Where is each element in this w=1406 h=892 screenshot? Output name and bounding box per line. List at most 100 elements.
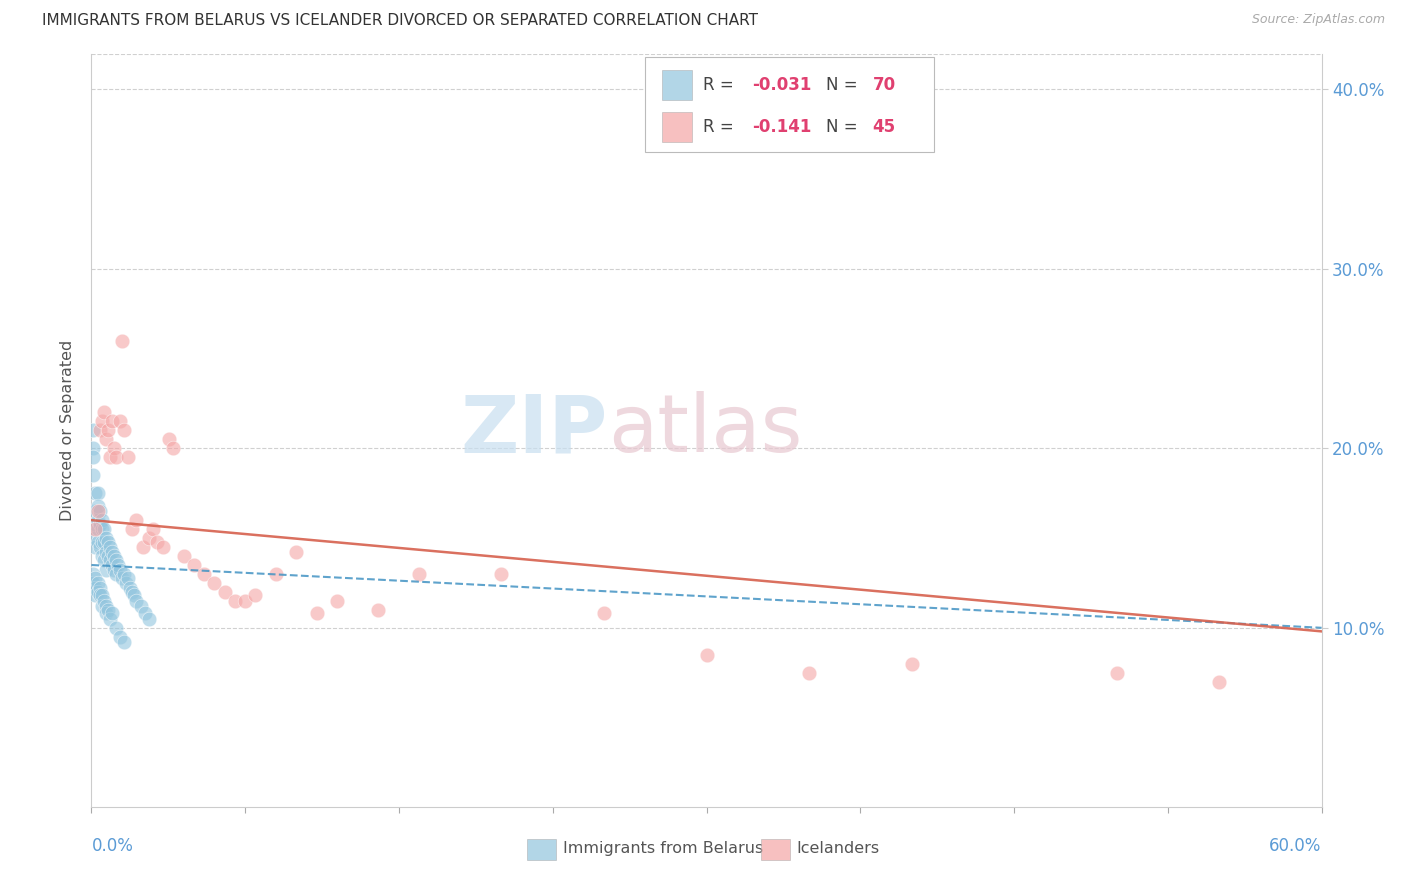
Point [89, 504, 111, 518]
Point [121, 585, 143, 599]
Point [93, 534, 115, 549]
Point [89, 589, 111, 603]
Point [157, 433, 180, 447]
Text: 70: 70 [873, 76, 896, 95]
Point [89, 424, 111, 438]
Point [142, 522, 165, 536]
Point [285, 545, 308, 559]
Point [103, 442, 125, 456]
Point [245, 589, 267, 603]
Point [367, 603, 389, 617]
Point [108, 630, 131, 644]
Point [105, 566, 127, 581]
Point [86, 486, 108, 500]
Point [101, 607, 124, 621]
Point [103, 549, 125, 563]
Point [82, 576, 104, 591]
Text: R =: R = [703, 76, 738, 95]
Point [120, 582, 142, 596]
Point [90, 589, 112, 603]
Point [84, 516, 107, 531]
Point [108, 414, 131, 428]
Point [125, 594, 148, 608]
Point [86, 576, 108, 591]
Point [491, 566, 513, 581]
Point [82, 566, 104, 581]
Point [131, 540, 153, 554]
Point [97, 424, 120, 438]
Point [101, 545, 124, 559]
Point [90, 534, 112, 549]
Point [82, 450, 104, 465]
Point [233, 594, 256, 608]
Point [97, 534, 120, 549]
Point [84, 540, 107, 554]
Point [107, 558, 129, 572]
Point [101, 558, 124, 572]
Point [98, 540, 121, 554]
Point [105, 621, 127, 635]
Point [90, 513, 112, 527]
Point [82, 424, 104, 438]
Point [326, 594, 349, 608]
Point [94, 545, 117, 559]
Point [94, 433, 117, 447]
Point [108, 563, 131, 577]
Point [115, 576, 138, 591]
Point [86, 499, 108, 513]
Text: N =: N = [825, 76, 863, 95]
Point [105, 552, 127, 566]
Point [97, 603, 120, 617]
FancyBboxPatch shape [662, 70, 692, 100]
Point [94, 563, 117, 577]
Point [84, 570, 107, 584]
Point [90, 414, 112, 428]
Point [224, 594, 246, 608]
Point [138, 531, 160, 545]
Point [98, 450, 121, 465]
Point [84, 504, 107, 518]
FancyBboxPatch shape [527, 838, 557, 860]
Point [93, 522, 115, 536]
Point [86, 513, 108, 527]
Point [86, 534, 108, 549]
Text: Icelanders: Icelanders [796, 841, 879, 856]
Point [94, 607, 117, 621]
Point [264, 566, 287, 581]
Point [125, 513, 148, 527]
Point [89, 540, 111, 554]
Point [111, 334, 134, 348]
Point [695, 648, 717, 662]
Text: Immigrants from Belarus: Immigrants from Belarus [562, 841, 763, 856]
Text: R =: R = [703, 118, 738, 136]
Point [797, 665, 820, 680]
Point [105, 450, 127, 465]
Point [82, 442, 104, 456]
Text: ZIP: ZIP [461, 392, 607, 469]
Point [202, 576, 225, 591]
Text: 45: 45 [873, 118, 896, 136]
FancyBboxPatch shape [662, 112, 692, 142]
Point [101, 414, 124, 428]
Point [93, 405, 115, 419]
Point [112, 424, 135, 438]
Point [103, 563, 125, 577]
Point [121, 522, 143, 536]
Point [89, 516, 111, 531]
Point [86, 504, 108, 518]
Point [593, 607, 616, 621]
Point [162, 442, 184, 456]
Point [1105, 665, 1128, 680]
Point [408, 566, 430, 581]
Point [129, 599, 152, 614]
Point [93, 552, 115, 566]
Text: atlas: atlas [607, 392, 803, 469]
Point [84, 589, 107, 603]
Point [86, 522, 108, 536]
Text: N =: N = [825, 118, 863, 136]
Point [138, 612, 160, 626]
Point [98, 612, 121, 626]
Point [90, 599, 112, 614]
FancyBboxPatch shape [645, 57, 934, 152]
Point [94, 599, 117, 614]
